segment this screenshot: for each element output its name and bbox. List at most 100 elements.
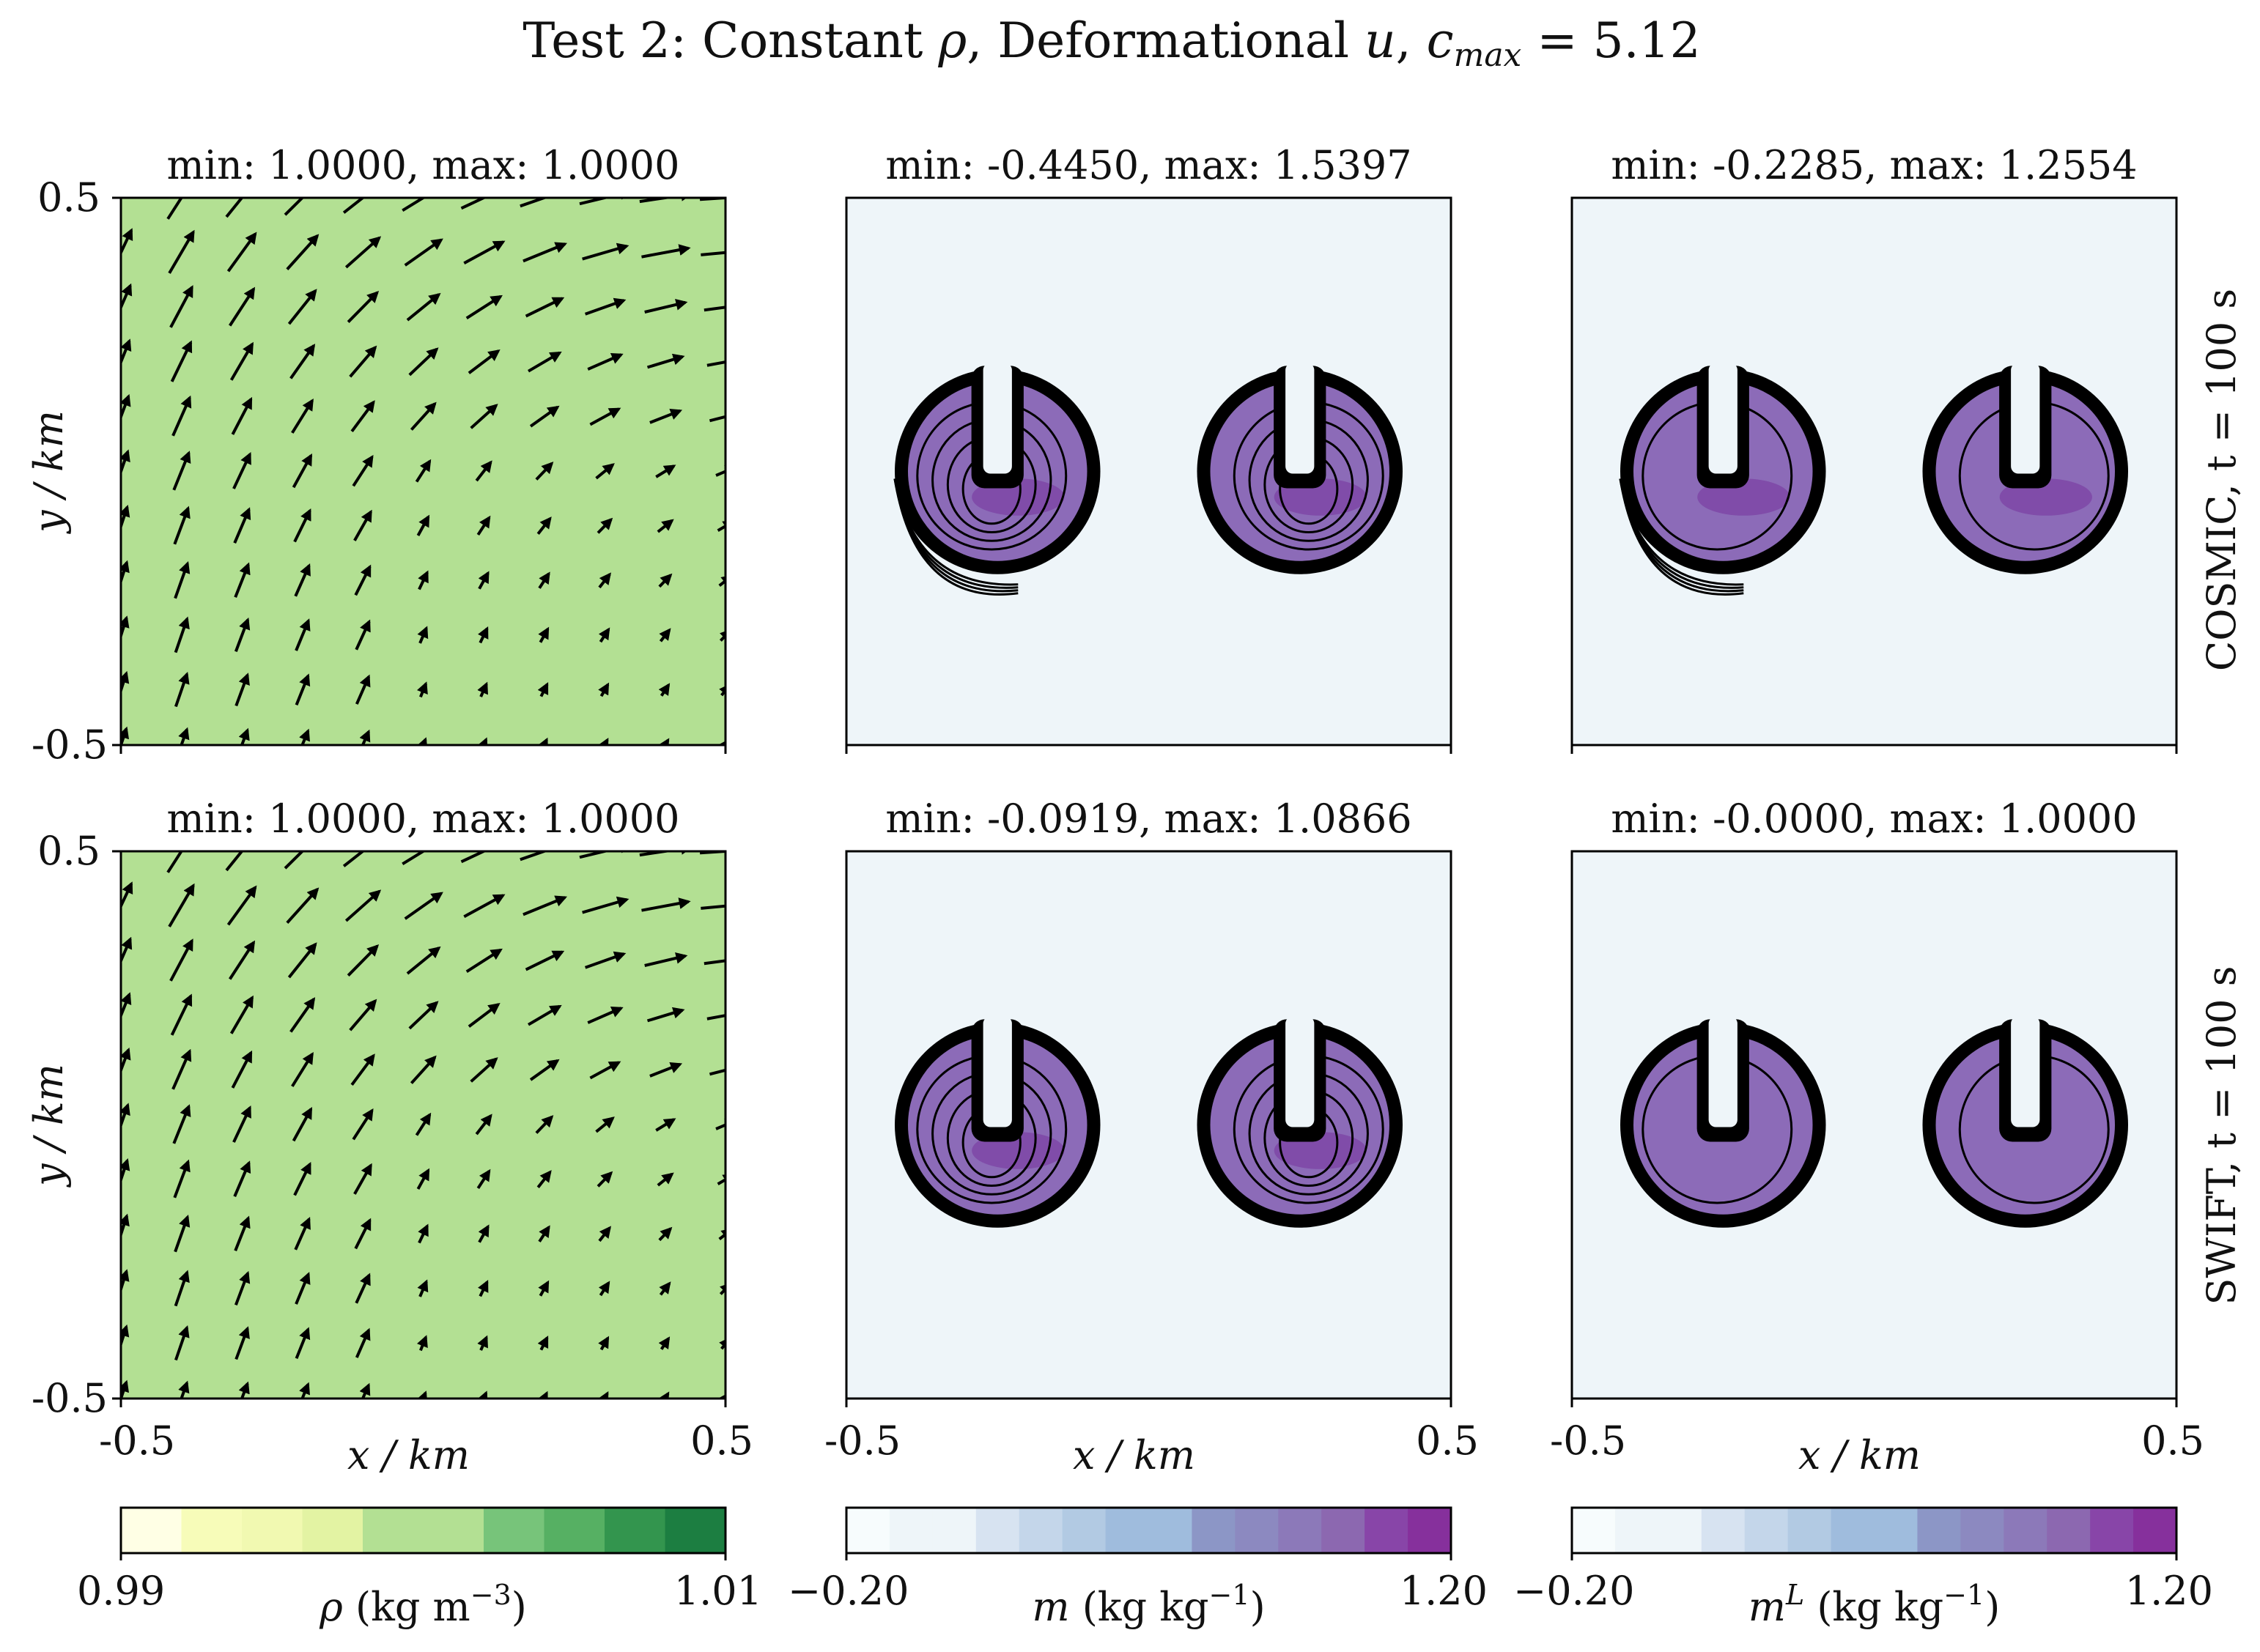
velocity-arrow: [402, 851, 426, 866]
velocity-arrow: [121, 1269, 130, 1294]
velocity-arrow: [475, 460, 492, 482]
velocity-arrow: [416, 1168, 430, 1190]
velocity-arrow: [470, 404, 498, 429]
velocity-arrow: [289, 344, 316, 379]
velocity-arrow: [535, 1115, 554, 1134]
velocity-arrow: [228, 286, 256, 327]
velocity-arrow: [416, 514, 430, 536]
velocity-arrow: [589, 1061, 621, 1080]
velocity-arrow: [233, 1160, 251, 1197]
velocity-arrow: [353, 509, 372, 541]
colorbar-swatch: [889, 1508, 934, 1553]
y-tick-label: 0.5: [37, 828, 100, 874]
colorbar-swatch: [975, 1508, 1020, 1553]
velocity-arrow: [525, 297, 565, 318]
velocity-arrow: [538, 1225, 550, 1242]
velocity-arrow: [597, 1391, 609, 1399]
velocity-arrow: [350, 1053, 375, 1086]
colorbar-swatch: [1917, 1508, 1962, 1553]
velocity-arrow: [174, 616, 190, 653]
colorbar-swatch: [2133, 1508, 2177, 1553]
rho-colorbar: 0.99 1.01 ρ (kg m−3): [77, 1506, 762, 1630]
colorbar-swatch: [242, 1508, 303, 1553]
velocity-arrow: [522, 242, 568, 263]
velocity-arrow: [226, 885, 257, 926]
colorbar-label: ρ (kg m−3): [319, 1579, 527, 1630]
velocity-arrow: [719, 1336, 725, 1350]
colorbar-swatch: [302, 1508, 363, 1553]
velocity-arrow: [520, 198, 571, 208]
velocity-arrow: [658, 683, 671, 697]
colorbar-swatch: [423, 1508, 484, 1553]
velocity-arrow: [169, 938, 193, 982]
velocity-arrow: [408, 1001, 439, 1030]
velocity-arrow: [352, 1108, 374, 1141]
velocity-arrow: [171, 395, 192, 437]
colorbar-swatch: [2047, 1508, 2091, 1553]
velocity-arrow: [655, 464, 676, 478]
velocity-arrow: [415, 1112, 432, 1136]
colorbar-swatch: [1192, 1508, 1236, 1553]
velocity-arrow: [595, 1116, 615, 1133]
velocity-arrow: [520, 851, 571, 862]
axes-frame: [1570, 850, 2178, 1400]
tracer-blob: [1197, 1016, 1403, 1228]
velocity-arrow: [121, 560, 130, 586]
axes-frame: [845, 196, 1452, 747]
velocity-arrow: [658, 1336, 671, 1350]
velocity-arrow: [299, 1382, 310, 1399]
velocity-arrow: [468, 1002, 501, 1028]
velocity-arrow: [287, 942, 317, 979]
velocity-arrow: [706, 360, 725, 367]
velocity-arrow: [166, 851, 183, 873]
velocity-arrow: [658, 738, 670, 745]
colorbar-row: 0.99 1.01ρ (kg m−3) −0.20 1.20m (kg kg−1) −0…: [77, 1506, 2213, 1630]
velocity-arrow: [589, 407, 621, 426]
colorbar-swatch: [1365, 1508, 1408, 1553]
velocity-arrow: [169, 285, 193, 328]
axes-frame: [1570, 196, 2178, 747]
velocity-arrow: [584, 297, 627, 316]
panel-subtitle: min: 1.0000, max: 1.0000: [166, 142, 679, 188]
panel-swift-m: min: -0.0919, max: 1.0866 -0.5 0.5 x / km: [824, 796, 1479, 1478]
panel-cosmic-mL: min: -0.2285, max: 1.2554: [1570, 142, 2178, 754]
velocity-arrow: [644, 952, 688, 967]
velocity-arrow: [173, 1159, 191, 1199]
velocity-arrow: [528, 1004, 562, 1026]
velocity-arrow: [172, 1104, 191, 1144]
velocity-arrow: [416, 1390, 428, 1399]
velocity-arrow: [168, 883, 195, 927]
colorbar-swatch: [181, 1508, 243, 1553]
velocity-arrow: [477, 681, 488, 697]
colorbar-swatch: [2004, 1508, 2048, 1553]
velocity-arrow: [646, 1007, 685, 1023]
velocity-arrow: [719, 629, 725, 642]
panel-subtitle: min: -0.0000, max: 1.0000: [1611, 796, 2137, 842]
tracer-blob: [1620, 1016, 1826, 1228]
velocity-arrow: [287, 289, 317, 325]
velocity-arrow: [537, 1336, 549, 1351]
velocity-arrow: [463, 894, 506, 919]
colorbar-label: m (kg kg−1): [1032, 1579, 1265, 1630]
colorbar-swatch: [1744, 1508, 1789, 1553]
velocity-arrow: [476, 1390, 488, 1399]
velocity-arrow: [410, 401, 437, 431]
velocity-arrow: [284, 198, 305, 216]
velocity-arrow: [478, 1224, 490, 1243]
velocity-arrow: [657, 519, 674, 533]
velocity-arrow: [649, 408, 683, 424]
velocity-arrow: [709, 415, 725, 423]
velocity-arrow: [354, 564, 372, 596]
velocity-arrow: [598, 682, 610, 697]
velocity-arrow: [468, 349, 501, 374]
axes-frame: [119, 850, 727, 1400]
velocity-arrow: [659, 1281, 671, 1296]
velocity-arrow: [342, 198, 366, 214]
velocity-arrow: [536, 516, 552, 535]
x-axis-label: x / km: [347, 1432, 470, 1478]
velocity-arrow: [699, 851, 725, 855]
y-tick-label: 0.5: [37, 174, 100, 221]
velocity-arrow: [121, 615, 130, 641]
velocity-arrow: [706, 1014, 725, 1021]
